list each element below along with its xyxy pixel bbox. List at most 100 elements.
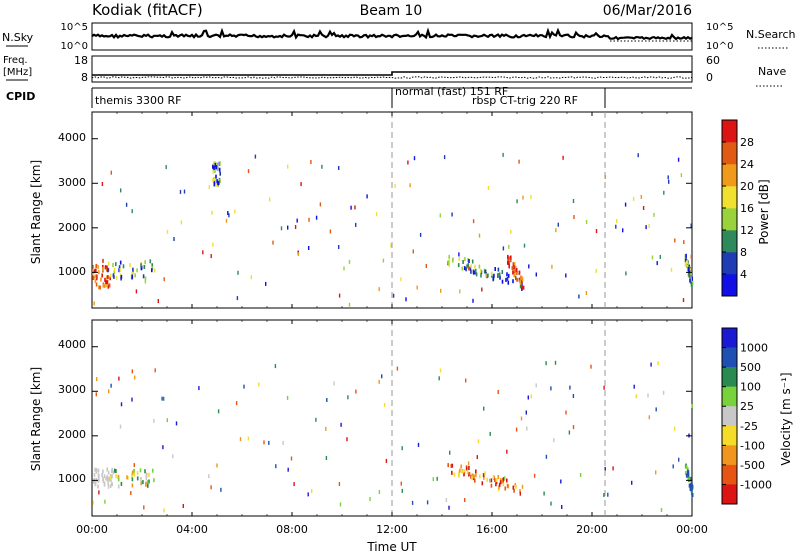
- range-gate-cell: [94, 467, 96, 472]
- range-gate-cell: [471, 259, 474, 264]
- range-gate-cell: [512, 279, 514, 284]
- range-gate-cell: [338, 166, 340, 170]
- range-gate-cell: [136, 268, 138, 273]
- range-gate-cell: [98, 490, 100, 495]
- range-gate-cell: [294, 225, 297, 229]
- range-gate-cell: [131, 274, 134, 279]
- range-gate-cell: [555, 228, 557, 233]
- range-gate-cell: [135, 289, 138, 294]
- range-gate-cell: [163, 508, 165, 513]
- range-gate-cell: [521, 277, 524, 282]
- range-gate-cell: [142, 480, 144, 485]
- velocity-y-tick-4000: 4000: [58, 338, 86, 351]
- range-gate-cell: [461, 266, 464, 271]
- range-gate-cell: [493, 273, 495, 278]
- range-gate-cell: [684, 471, 687, 475]
- range-gate-cell: [505, 277, 507, 282]
- range-gate-cell: [140, 477, 142, 481]
- range-gate-cell: [690, 223, 692, 228]
- cpid-segment-themis: themis 3300 RF: [95, 94, 182, 107]
- range-gate-cell: [131, 477, 134, 482]
- range-gate-cell: [648, 415, 650, 420]
- range-gate-cell: [228, 213, 230, 218]
- range-gate-cell: [97, 484, 99, 489]
- range-gate-cell: [106, 467, 108, 472]
- range-gate-cell: [163, 277, 165, 282]
- range-gate-cell: [622, 228, 624, 233]
- range-gate-cell: [688, 477, 690, 482]
- range-gate-cell: [287, 164, 289, 169]
- power-y-tick-1000: 1000: [58, 265, 86, 278]
- range-gate-cell: [105, 283, 107, 288]
- colorbar-cell: [722, 347, 737, 368]
- colorbar-cell: [722, 164, 737, 187]
- range-gate-cell: [139, 468, 142, 473]
- range-gate-cell: [179, 189, 182, 194]
- range-gate-cell: [535, 383, 537, 388]
- range-gate-cell: [378, 287, 380, 292]
- range-gate-cell: [355, 389, 357, 394]
- range-gate-cell: [471, 475, 473, 480]
- range-gate-cell: [655, 407, 657, 412]
- colorbar-cell: [722, 186, 737, 209]
- range-gate-cell: [117, 477, 120, 482]
- range-gate-cell: [407, 160, 409, 165]
- range-gate-cell: [333, 381, 335, 386]
- nsky-tick-top: 10^5: [61, 22, 88, 33]
- range-gate-cell: [468, 259, 470, 263]
- range-gate-cell: [500, 478, 502, 483]
- range-gate-cell: [513, 262, 516, 267]
- range-gate-cell: [690, 483, 692, 488]
- range-gate-cell: [689, 268, 692, 273]
- range-gate-cell: [462, 260, 464, 264]
- range-gate-cell: [510, 258, 512, 263]
- colorbar-label: -1000: [740, 478, 772, 491]
- range-gate-cell: [662, 390, 665, 395]
- range-gate-cell: [93, 269, 96, 274]
- range-gate-cell: [227, 211, 229, 215]
- cpid-label: CPID: [6, 90, 35, 103]
- range-gate-cell: [651, 255, 654, 260]
- range-gate-cell: [650, 362, 652, 367]
- range-gate-cell: [175, 421, 178, 426]
- range-gate-cell: [438, 376, 440, 381]
- range-gate-cell: [685, 263, 688, 268]
- range-gate-cell: [660, 508, 663, 512]
- nsky-line: [91, 27, 693, 41]
- range-gate-cell: [497, 390, 499, 394]
- range-gate-cell: [297, 252, 300, 257]
- range-gate-cell: [92, 500, 94, 505]
- range-gate-cell: [216, 166, 219, 171]
- colorbar-label: 25: [740, 400, 754, 413]
- range-gate-cell: [687, 271, 690, 276]
- range-gate-cell: [498, 482, 501, 487]
- range-gate-cell: [483, 475, 485, 480]
- range-gate-cell: [448, 259, 451, 264]
- range-gate-cell: [554, 360, 557, 365]
- range-gate-cell: [512, 269, 515, 274]
- range-gate-cell: [243, 384, 245, 389]
- range-gate-cell: [129, 263, 131, 267]
- range-gate-cell: [523, 243, 526, 248]
- range-gate-cell: [151, 263, 153, 268]
- range-gate-cell: [645, 225, 647, 230]
- power-y-tick-3000: 3000: [58, 176, 86, 189]
- range-gate-cell: [154, 368, 156, 373]
- range-gate-cell: [691, 493, 694, 497]
- nsky-panel-frame: [91, 22, 693, 51]
- range-gate-cell: [453, 472, 456, 477]
- range-gate-cell: [102, 469, 104, 474]
- range-gate-cell: [506, 449, 508, 454]
- range-gate-cell: [392, 293, 395, 298]
- range-gate-cell: [465, 466, 468, 471]
- range-gate-cell: [507, 254, 509, 259]
- range-gate-cell: [400, 277, 402, 282]
- colorbar-cell: [722, 208, 737, 231]
- range-gate-cell: [467, 263, 470, 268]
- range-gate-cell: [499, 275, 501, 280]
- x-axis-title: Time UT: [366, 540, 417, 554]
- range-gate-cell: [97, 478, 99, 483]
- range-gate-cell: [516, 271, 518, 276]
- range-gate-cell: [440, 288, 442, 293]
- range-gate-cell: [585, 220, 588, 224]
